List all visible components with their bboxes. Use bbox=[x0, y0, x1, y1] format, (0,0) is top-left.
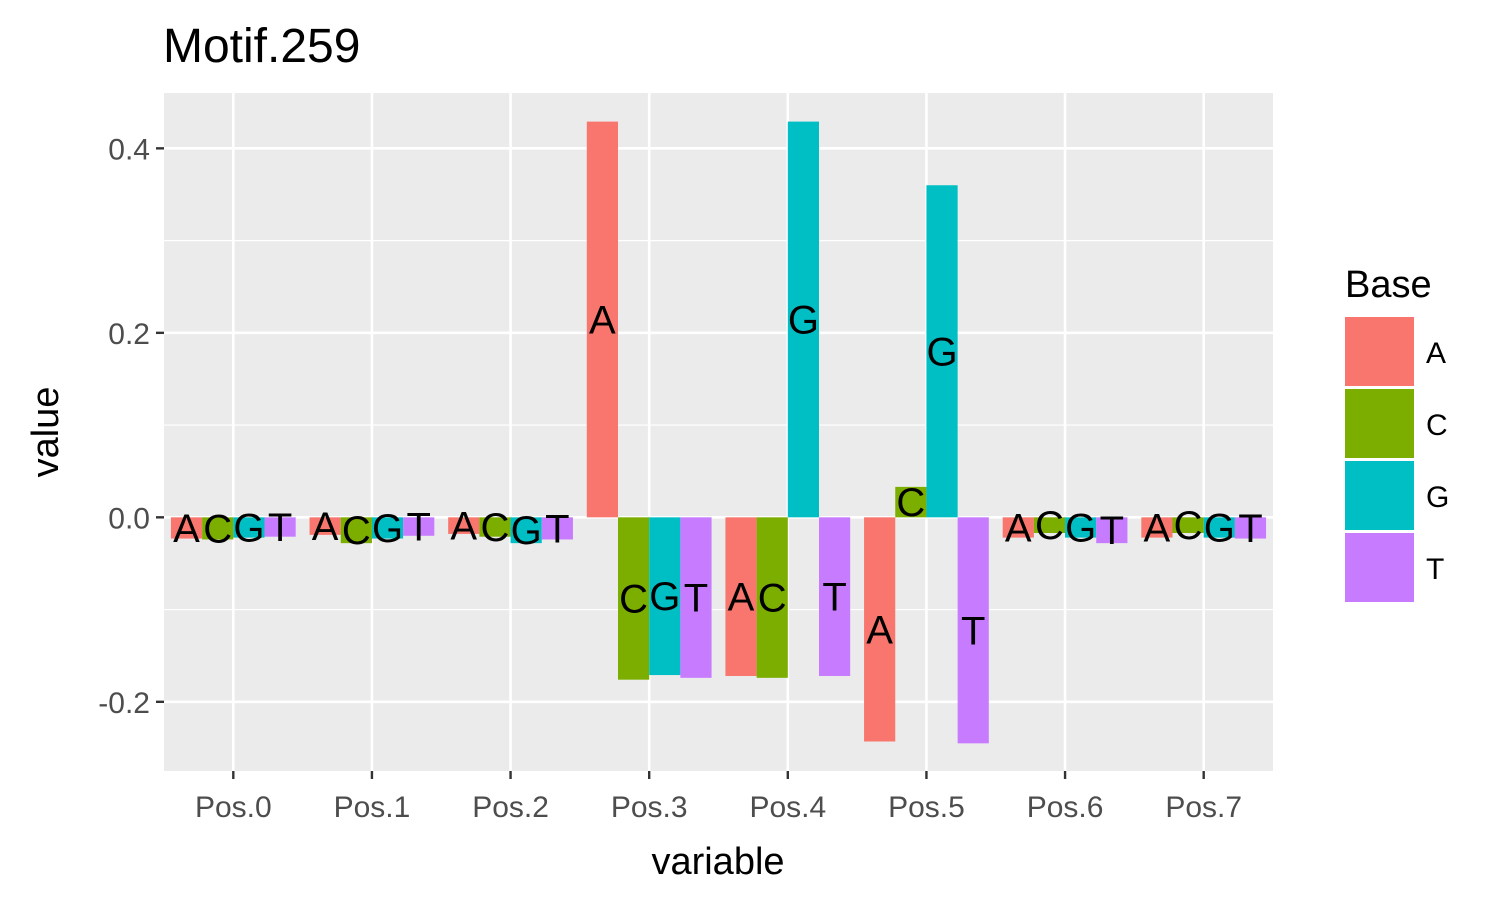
bar bbox=[1065, 517, 1097, 538]
bar bbox=[895, 486, 927, 518]
bar-label: T bbox=[684, 577, 708, 621]
bar-label: C bbox=[896, 481, 925, 525]
bar bbox=[510, 517, 542, 544]
bar bbox=[1002, 517, 1034, 538]
bar-label: G bbox=[233, 506, 264, 550]
legend-key bbox=[1345, 389, 1414, 458]
bar-label: C bbox=[619, 578, 648, 622]
bar bbox=[541, 517, 573, 540]
x-tick-label: Pos.0 bbox=[195, 791, 272, 824]
bar-label: T bbox=[822, 576, 846, 620]
bars bbox=[170, 121, 1267, 744]
bar bbox=[957, 517, 989, 744]
plot-panel bbox=[164, 93, 1273, 771]
bar bbox=[1203, 517, 1235, 538]
bar bbox=[264, 517, 296, 537]
x-axis: Pos.0 Pos.1 Pos.2 Pos.3 Pos.4 Pos.5 Pos.6 Pos.7 bbox=[195, 771, 1242, 824]
legend-label: T bbox=[1426, 553, 1444, 586]
bar-label: T bbox=[268, 506, 292, 550]
legend-label: C bbox=[1426, 409, 1448, 442]
bar-label: G bbox=[649, 575, 680, 619]
legend-label: G bbox=[1426, 481, 1449, 514]
x-tick-label: Pos.6 bbox=[1027, 791, 1104, 824]
y-axis: -0.2 0.0 0.2 0.4 bbox=[98, 133, 164, 720]
bar-label: G bbox=[788, 298, 819, 342]
bar-label: A bbox=[173, 507, 200, 551]
y-tick-label: 0.2 bbox=[108, 318, 150, 351]
bar-label: A bbox=[1005, 506, 1032, 550]
x-tick-label: Pos.3 bbox=[611, 791, 688, 824]
bar bbox=[170, 517, 203, 539]
bar-label: T bbox=[1238, 507, 1262, 551]
bar bbox=[926, 185, 958, 518]
bar-label: A bbox=[728, 576, 755, 620]
y-tick-label: 0.0 bbox=[108, 502, 150, 535]
bar bbox=[309, 517, 341, 535]
bar-label: C bbox=[1174, 504, 1203, 548]
bar bbox=[725, 517, 757, 676]
bar bbox=[1033, 517, 1066, 534]
bar bbox=[756, 517, 788, 678]
bar bbox=[448, 517, 480, 534]
y-tick-label: -0.2 bbox=[98, 687, 150, 720]
x-tick-label: Pos.4 bbox=[749, 791, 826, 824]
legend-label: A bbox=[1426, 337, 1446, 370]
bar-label: C bbox=[758, 577, 787, 621]
bar bbox=[403, 517, 435, 536]
bar bbox=[864, 517, 896, 742]
bar-label: A bbox=[450, 505, 477, 549]
legend-key bbox=[1345, 533, 1414, 602]
bar bbox=[371, 517, 404, 539]
bar-label: A bbox=[589, 298, 616, 342]
bar bbox=[1172, 517, 1204, 534]
bar bbox=[649, 517, 681, 676]
bar-label: A bbox=[312, 505, 339, 549]
bar-label: G bbox=[372, 507, 403, 551]
bar-label: T bbox=[407, 506, 431, 550]
bar-label: T bbox=[1100, 509, 1124, 553]
minor-gridlines bbox=[164, 239, 1273, 611]
bar bbox=[1096, 517, 1128, 544]
bar bbox=[617, 517, 650, 680]
bar bbox=[819, 517, 851, 676]
bar bbox=[1141, 517, 1173, 538]
bar bbox=[787, 121, 820, 518]
bar-label: C bbox=[342, 509, 371, 553]
bar bbox=[233, 517, 265, 538]
x-axis-title: variable bbox=[651, 841, 784, 883]
x-tick-label: Pos.7 bbox=[1165, 791, 1242, 824]
y-axis-title: value bbox=[25, 387, 67, 478]
bar-label: T bbox=[961, 609, 985, 653]
x-tick-label: Pos.2 bbox=[472, 791, 549, 824]
bar-label: T bbox=[545, 507, 569, 551]
legend-key bbox=[1345, 461, 1414, 530]
bar-label: G bbox=[1204, 506, 1235, 550]
bar-label: A bbox=[866, 608, 893, 652]
bar-label: A bbox=[1144, 506, 1171, 550]
legend: Base A C G T bbox=[1345, 264, 1449, 602]
bar bbox=[202, 517, 234, 540]
legend-key bbox=[1345, 317, 1414, 386]
chart-title: Motif.259 bbox=[163, 20, 360, 73]
bar bbox=[479, 517, 511, 537]
x-tick-label: Pos.1 bbox=[334, 791, 411, 824]
bar-label: C bbox=[481, 506, 510, 550]
y-tick-label: 0.4 bbox=[108, 133, 150, 166]
bar-label: G bbox=[511, 509, 542, 553]
legend-title: Base bbox=[1345, 264, 1432, 306]
bar bbox=[1234, 517, 1267, 539]
bar bbox=[586, 121, 618, 518]
bar bbox=[340, 517, 372, 544]
x-tick-label: Pos.5 bbox=[888, 791, 965, 824]
bar-label: C bbox=[1035, 504, 1064, 548]
bar-label: C bbox=[203, 507, 232, 551]
bar-label: G bbox=[1065, 506, 1096, 550]
bar bbox=[680, 517, 712, 678]
bar-label: G bbox=[926, 330, 957, 374]
